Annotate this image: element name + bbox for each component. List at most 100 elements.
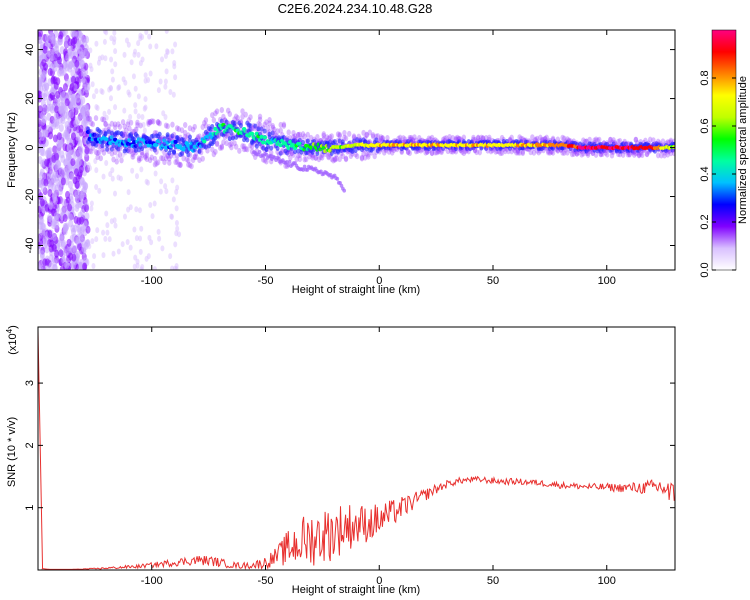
spectrogram-cell <box>173 74 178 81</box>
spectrogram-cell <box>85 225 91 234</box>
spectrogram-cell <box>133 254 138 261</box>
spectrogram-cell <box>58 31 64 40</box>
spectrogram-cell <box>138 122 143 129</box>
spectrogram-cell <box>91 93 96 100</box>
spectrogram-cell <box>268 149 274 156</box>
spectrogram-cell <box>281 122 287 129</box>
spectrogram-cell <box>133 126 139 133</box>
spectrogram-cell <box>640 152 645 159</box>
spectrogram-cell <box>117 123 123 130</box>
spectrogram-cell <box>69 187 75 196</box>
spectrogram-cell <box>100 116 105 123</box>
spectrogram-cell <box>503 148 508 155</box>
spectrogram-cell <box>38 265 44 270</box>
spectrogram-cell <box>660 138 666 145</box>
spectrogram-cell <box>109 120 115 127</box>
spectrogram-cell <box>294 156 299 163</box>
spectrogram-cell <box>147 119 153 126</box>
spectrogram-cell <box>187 134 192 140</box>
spectrogram-cell <box>248 123 253 129</box>
spectrogram-y-label: Frequency (Hz) <box>6 112 18 188</box>
spectrogram-cell <box>187 152 193 159</box>
spectrogram-cell <box>190 126 196 133</box>
spectrogram-ridge-point <box>202 139 207 144</box>
spectrogram-cell <box>108 84 113 91</box>
spectrogram-cell <box>70 132 76 141</box>
spectrogram-cell <box>90 144 96 151</box>
spectrogram-cell <box>113 48 118 55</box>
spectrogram-cell <box>52 258 58 267</box>
spectrogram-cell <box>633 136 639 143</box>
spectrogram-cell <box>186 161 191 168</box>
spectrogram-cell <box>372 153 377 160</box>
spectrogram-cell <box>174 155 179 162</box>
spectrogram-cell <box>138 155 143 162</box>
spectrogram-chart: -100 -50 0 50 100 -40 -20 0 20 40 Height of stra… <box>6 29 676 296</box>
spectrogram-cell <box>134 235 139 242</box>
spectrogram-cell <box>175 158 180 165</box>
spectrogram-branch-point <box>257 149 262 154</box>
spectrogram-cell <box>219 144 225 151</box>
spectrogram-ridge-point <box>243 129 248 134</box>
spectrogram-cell <box>256 126 261 132</box>
spectrogram-cell <box>103 235 108 242</box>
spectrogram-cell <box>254 143 259 149</box>
spectrogram-cell <box>135 122 140 129</box>
spectrogram-cell <box>44 265 50 270</box>
spectrogram-cell <box>593 136 599 143</box>
spectrogram-cell <box>159 178 164 185</box>
spectrogram-cell <box>89 120 94 127</box>
spectrogram-cell <box>133 108 138 115</box>
spectrogram-x-tick-label: -100 <box>141 275 163 287</box>
spectrogram-cell <box>458 136 463 143</box>
spectrogram-cell <box>140 146 145 152</box>
spectrogram-cell <box>113 61 118 68</box>
snr-chart: -100 -50 0 50 100 1 2 3 Height of straight lin… <box>5 325 676 596</box>
spectrogram-cell <box>315 134 320 141</box>
spectrogram-cell <box>52 169 58 178</box>
spectrogram-cell <box>370 133 376 140</box>
spectrogram-cell <box>472 147 478 154</box>
spectrogram-cell <box>230 135 235 141</box>
spectrogram-cell <box>335 131 341 138</box>
spectrogram-ridge-point <box>127 137 132 142</box>
colorbar-label: Normalized spectral amplitude <box>737 76 749 224</box>
spectrogram-cell <box>59 105 65 114</box>
spectrogram-cell <box>562 149 567 156</box>
spectrogram-cell <box>95 149 100 156</box>
spectrogram-cell <box>84 146 90 155</box>
spectrogram-cell <box>321 132 326 139</box>
spectrogram-cell <box>104 160 109 167</box>
spectrogram-cell <box>450 135 455 142</box>
spectrogram-cell <box>595 137 600 144</box>
spectrogram-cell <box>453 136 459 143</box>
spectrogram-cell <box>63 248 69 257</box>
spectrogram-cell <box>64 125 70 134</box>
spectrogram-cell <box>538 134 543 141</box>
spectrogram-cell <box>232 140 237 147</box>
spectrogram-cell <box>100 88 105 95</box>
snr-x-tick-label: 0 <box>376 575 382 587</box>
spectrogram-cell <box>154 148 159 155</box>
spectrogram-cell <box>44 158 50 167</box>
spectrogram-cell <box>210 112 215 119</box>
spectrogram-cell <box>517 149 522 156</box>
spectrogram-cell <box>632 148 637 155</box>
spectrogram-cell <box>69 172 75 181</box>
spectrogram-cell <box>474 149 479 156</box>
spectrogram-cell <box>187 125 193 132</box>
spectrogram-cell <box>87 243 92 250</box>
spectrogram-cell <box>182 133 188 140</box>
snr-multiplier-exponent: 4 <box>5 328 14 333</box>
spectrogram-cell <box>62 167 68 176</box>
spectrogram-cell <box>122 131 127 138</box>
spectrogram-cell <box>485 147 490 154</box>
spectrogram-cell <box>120 241 125 248</box>
spectrogram-cell <box>257 116 263 123</box>
spectrogram-cell <box>143 96 148 103</box>
spectrogram-cell <box>397 134 403 141</box>
spectrogram-cell <box>94 142 99 148</box>
spectrogram-cell <box>80 187 86 196</box>
spectrogram-cell <box>89 148 94 155</box>
spectrogram-cell <box>224 132 229 139</box>
